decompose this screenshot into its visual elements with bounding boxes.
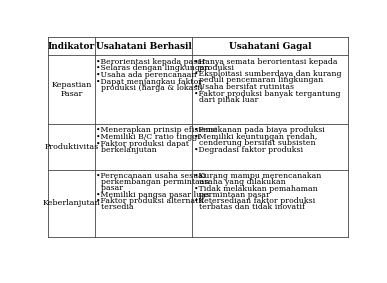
Text: •Menerapkan prinsip efisiensi: •Menerapkan prinsip efisiensi [96,126,218,134]
Text: •Memiliki keuntungan rendah,: •Memiliki keuntungan rendah, [194,133,317,141]
Text: •Faktor produksi alternatif: •Faktor produksi alternatif [96,198,204,205]
Text: usaha yang dilakukan: usaha yang dilakukan [194,178,286,186]
Text: tersedia: tersedia [96,203,134,211]
Text: •Memiliki B/C ratio tinggi: •Memiliki B/C ratio tinggi [96,133,200,141]
Text: perkembangan permintaan: perkembangan permintaan [96,178,210,186]
Text: •Penekanan pada biaya produksi: •Penekanan pada biaya produksi [194,126,325,134]
Text: •Selaras dengan lingkungan: •Selaras dengan lingkungan [96,65,210,72]
Text: Usahatani Berhasil: Usahatani Berhasil [96,42,192,51]
Text: •Usaha ada perencanaan: •Usaha ada perencanaan [96,71,197,79]
Text: permintaan pasar: permintaan pasar [194,191,270,199]
Text: •Faktor produksi banyak tergantung: •Faktor produksi banyak tergantung [194,90,340,98]
Text: peduli pencemaran lingkungan: peduli pencemaran lingkungan [194,76,323,84]
Text: produksi (harga & lokasi): produksi (harga & lokasi) [96,84,203,92]
Text: •Berorientasi kepada pasar: •Berorientasi kepada pasar [96,58,206,66]
Text: pasar: pasar [96,184,123,192]
Text: •Kurang mampu merencanakan: •Kurang mampu merencanakan [194,172,321,180]
Text: •Perencanaan usaha sesuai: •Perencanaan usaha sesuai [96,172,206,180]
Text: •Faktor produksi dapat: •Faktor produksi dapat [96,140,189,148]
Text: Indikator: Indikator [48,42,95,51]
Text: •Eksploitasi sumberdaya dan kurang: •Eksploitasi sumberdaya dan kurang [194,70,341,78]
Text: produksi: produksi [194,64,234,72]
Text: Kepastian
Pasar: Kepastian Pasar [51,81,92,98]
Text: Produktivitas: Produktivitas [45,143,99,151]
Text: berkelanjutan: berkelanjutan [96,146,157,154]
Text: •Hanya semata berorientasi kepada: •Hanya semata berorientasi kepada [194,58,337,66]
Text: Usahatani Gagal: Usahatani Gagal [229,42,312,51]
Text: •Usaha bersifat rutinitas: •Usaha bersifat rutinitas [194,83,294,91]
Text: •Tidak melakukan pemahaman: •Tidak melakukan pemahaman [194,185,318,193]
Text: cenderung bersifat subsisten: cenderung bersifat subsisten [194,139,315,147]
Text: •Degradasi faktor produksi: •Degradasi faktor produksi [194,146,303,154]
Text: dari pihak luar: dari pihak luar [194,96,258,104]
Text: Keberlanjutan: Keberlanjutan [43,199,101,207]
Text: •Memiliki pangsa pasar luas: •Memiliki pangsa pasar luas [96,191,210,199]
Text: •Ketersediaan faktor produksi: •Ketersediaan faktor produksi [194,198,315,205]
Text: •Dapat menjangkau faktor: •Dapat menjangkau faktor [96,78,202,86]
Text: terbatas dan tidak inovatif: terbatas dan tidak inovatif [194,203,305,211]
